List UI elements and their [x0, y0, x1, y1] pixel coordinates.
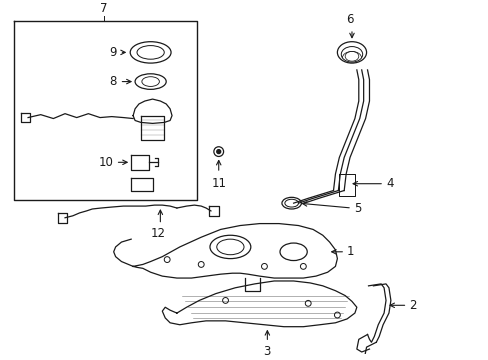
Text: 2: 2 [408, 299, 416, 312]
Text: 10: 10 [99, 156, 113, 169]
Text: 5: 5 [353, 202, 361, 215]
Text: 1: 1 [346, 245, 354, 258]
Text: 4: 4 [385, 177, 393, 190]
Text: 9: 9 [109, 46, 116, 59]
Text: 7: 7 [100, 3, 107, 15]
Text: 8: 8 [109, 75, 116, 88]
Circle shape [216, 150, 220, 154]
Text: 12: 12 [151, 228, 165, 240]
Text: 6: 6 [346, 13, 353, 26]
Text: 3: 3 [263, 345, 270, 358]
Text: 11: 11 [211, 177, 226, 190]
